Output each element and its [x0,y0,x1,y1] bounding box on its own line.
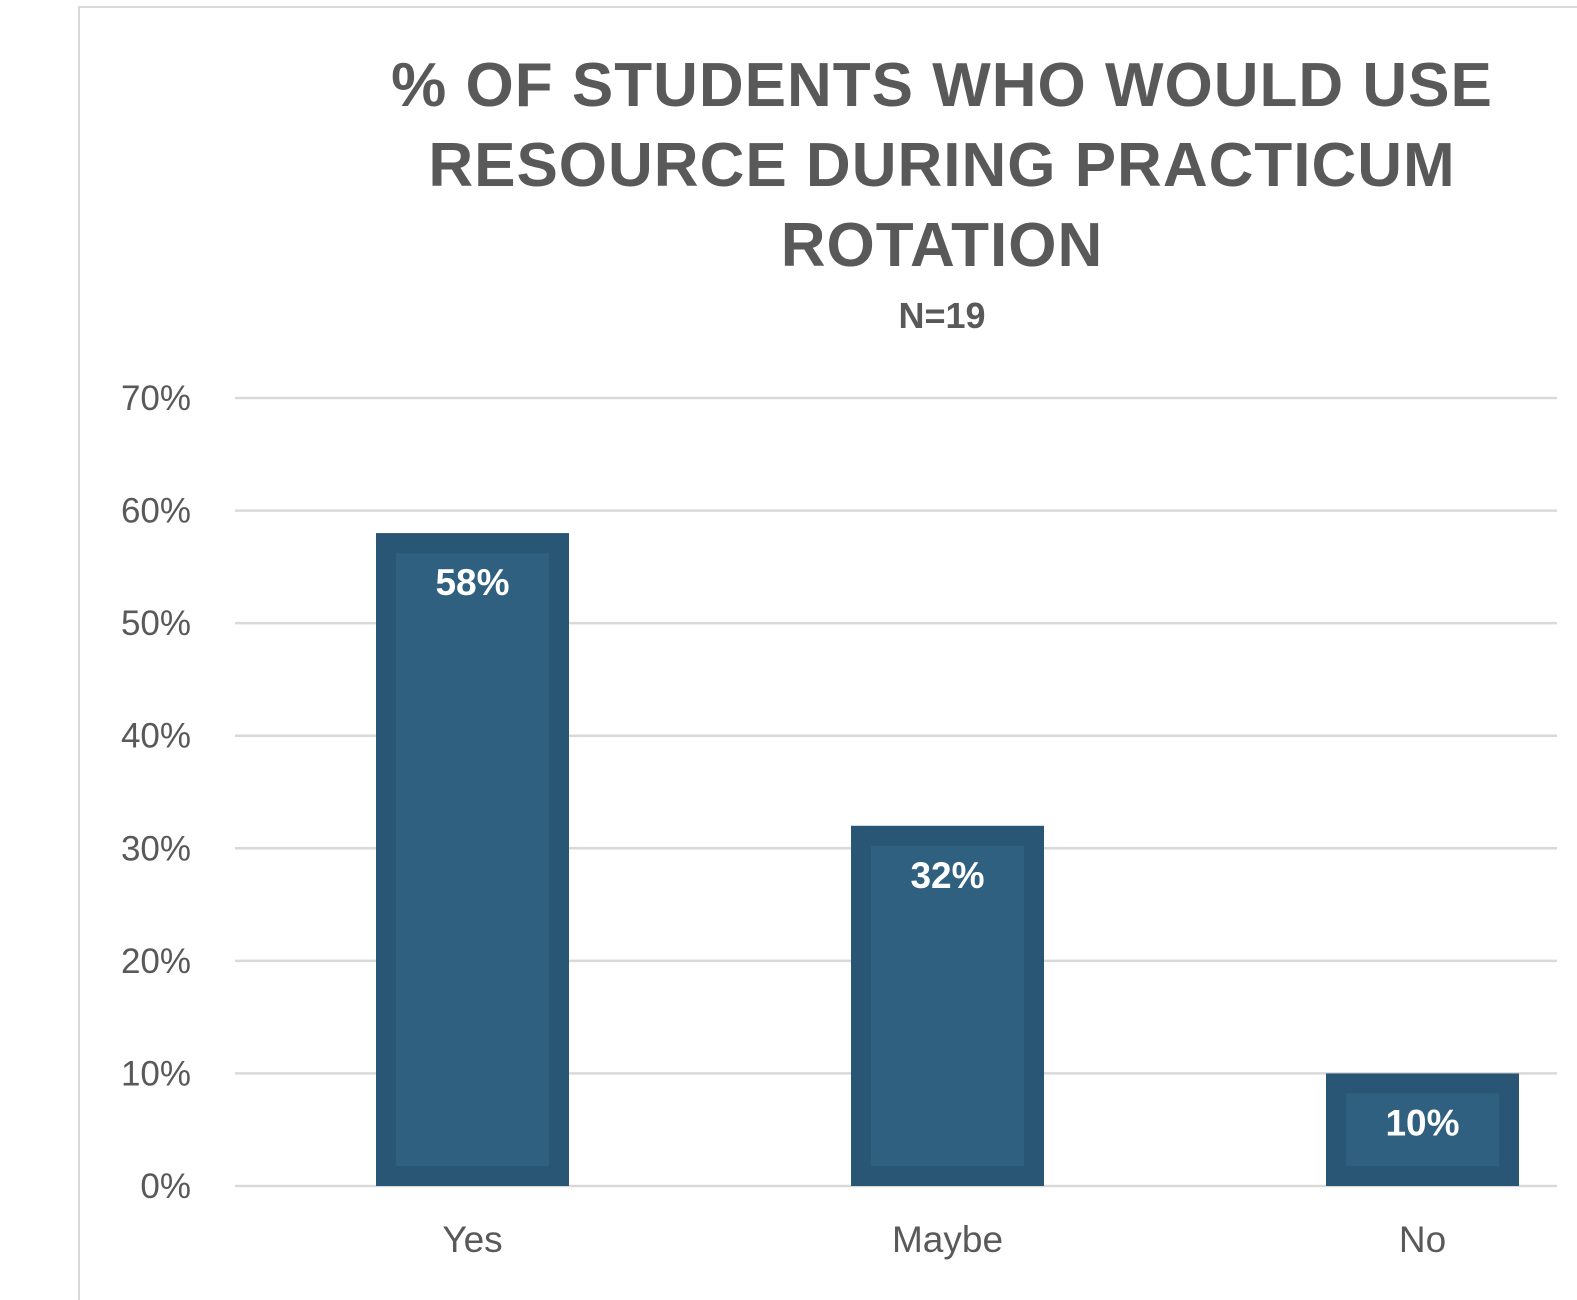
data-label: 58% [435,562,509,603]
bar-inner-fill [396,553,549,1166]
chart-title: % OF STUDENTS WHO WOULD USE RESOURCE DUR… [391,51,1493,280]
bar-no: 10% [1326,1073,1519,1186]
chart-title-line-2: RESOURCE DURING PRACTICUM [428,131,1455,200]
chart-subtitle: N=19 [898,295,985,336]
y-tick-label: 20% [121,942,191,981]
bar-inner-fill [871,845,1024,1166]
x-category-label: No [1399,1219,1446,1260]
y-tick-label: 50% [121,604,191,643]
y-tick-label: 0% [140,1167,191,1206]
bar-yes: 58% [376,533,569,1186]
y-tick-label: 10% [121,1054,191,1093]
y-tick-label: 70% [121,379,191,418]
bar-maybe: 32% [851,825,1044,1186]
bars: 58% 32% 10% [376,533,1519,1186]
data-label: 32% [910,855,984,896]
y-tick-label: 40% [121,717,191,756]
x-category-label: Maybe [892,1219,1003,1260]
x-axis-category-labels: Yes Maybe No [442,1219,1446,1260]
chart-title-line-1: % OF STUDENTS WHO WOULD USE [391,51,1493,120]
y-tick-label: 30% [121,829,191,868]
chart-frame [78,6,1577,1300]
y-tick-label: 60% [121,492,191,531]
data-label: 10% [1385,1102,1459,1143]
x-category-label: Yes [442,1219,502,1260]
y-axis-tick-labels: 0% 10% 20% 30% 40% 50% 60% 70% [121,379,191,1206]
bar-inner-fill [1346,1093,1499,1166]
chart-title-line-3: ROTATION [781,211,1104,280]
